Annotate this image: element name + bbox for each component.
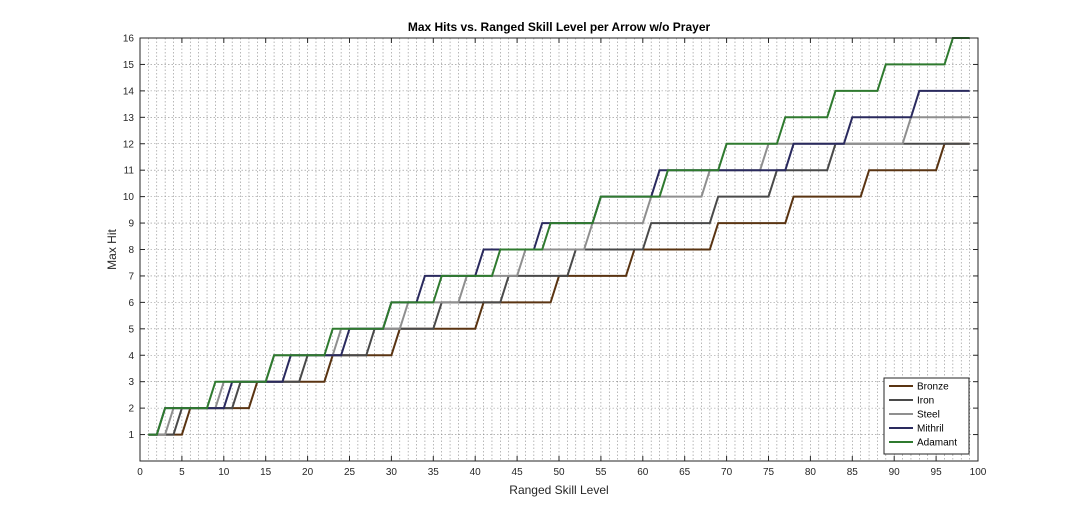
y-tick-label: 15: [123, 60, 135, 71]
x-tick-label: 20: [302, 467, 314, 478]
y-tick-label: 13: [123, 113, 135, 124]
y-tick-label: 7: [128, 271, 134, 282]
chart-title: Max Hits vs. Ranged Skill Level per Arro…: [408, 20, 711, 34]
x-ticks: 0 5 10 15 20 25 30 35 40 45 50 55 60 65 70 75 80 85 90 95 10…: [137, 38, 987, 478]
series-lines: [148, 37, 970, 436]
x-tick-label: 60: [637, 467, 649, 478]
x-axis-label: Ranged Skill Level: [509, 483, 608, 497]
x-tick-label: 0: [137, 467, 143, 478]
series-line-adamant: [148, 37, 970, 436]
y-tick-label: 1: [128, 430, 134, 441]
series-line-bronze: [148, 142, 970, 436]
x-tick-label: 55: [595, 467, 607, 478]
x-tick-label: 40: [470, 467, 482, 478]
x-tick-label: 75: [763, 467, 775, 478]
y-tick-label: 14: [123, 86, 135, 97]
y-tick-label: 10: [123, 192, 135, 203]
y-tick-label: 6: [128, 298, 134, 309]
x-tick-label: 25: [344, 467, 356, 478]
y-tick-label: 12: [123, 139, 135, 150]
x-tick-label: 30: [386, 467, 398, 478]
x-tick-label: 95: [931, 467, 943, 478]
x-tick-label: 85: [847, 467, 859, 478]
x-tick-label: 100: [970, 467, 987, 478]
x-tick-label: 50: [553, 467, 565, 478]
y-tick-label: 3: [128, 377, 134, 388]
y-axis-label: Max Hit: [105, 229, 119, 270]
y-tick-label: 16: [123, 34, 135, 45]
x-tick-label: 15: [260, 467, 272, 478]
x-tick-label: 45: [512, 467, 524, 478]
x-tick-label: 80: [805, 467, 817, 478]
legend: Bronze Iron Steel Mithril Adamant: [883, 377, 970, 455]
y-tick-label: 9: [128, 219, 134, 230]
y-tick-label: 11: [124, 166, 135, 177]
legend-label: Mithril: [917, 424, 944, 435]
legend-label: Steel: [917, 410, 940, 421]
x-tick-label: 5: [179, 467, 185, 478]
legend-label: Adamant: [917, 438, 957, 449]
y-tick-label: 8: [128, 245, 134, 256]
y-tick-label: 2: [128, 404, 134, 415]
x-tick-label: 70: [721, 467, 733, 478]
x-tick-label: 10: [218, 467, 230, 478]
x-tick-label: 65: [679, 467, 691, 478]
y-tick-label: 4: [128, 351, 134, 362]
y-tick-label: 5: [128, 324, 134, 335]
x-tick-label: 35: [428, 467, 440, 478]
legend-label: Iron: [917, 396, 934, 407]
legend-label: Bronze: [917, 382, 949, 393]
x-tick-label: 90: [889, 467, 901, 478]
